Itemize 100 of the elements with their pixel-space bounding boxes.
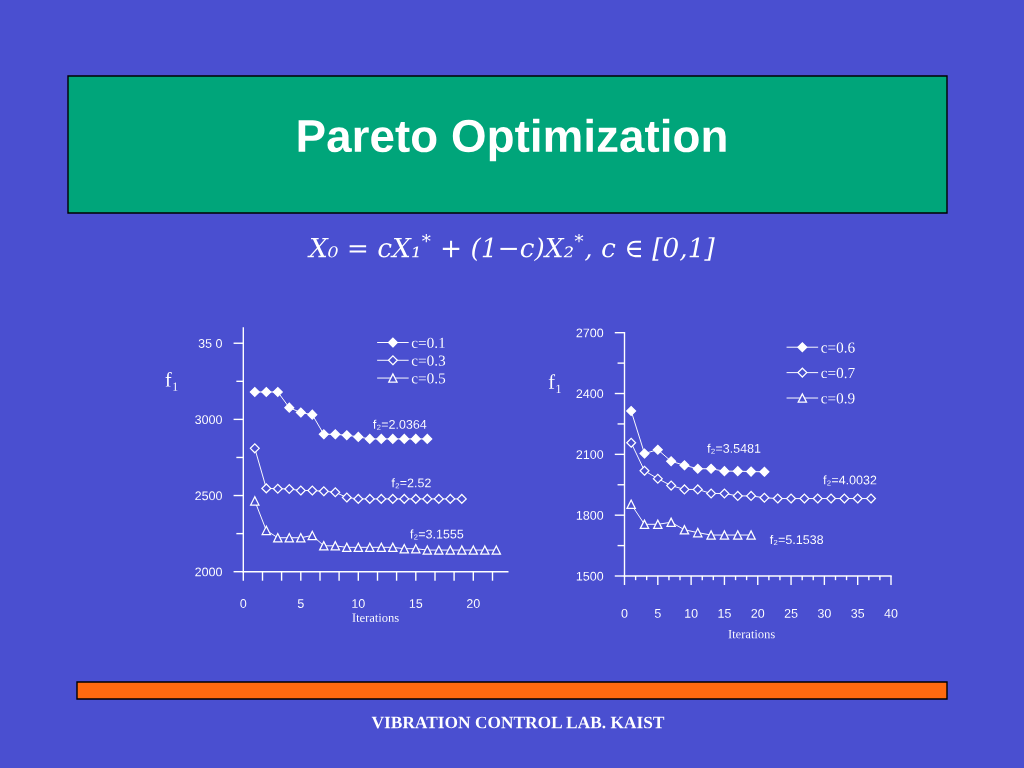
point	[719, 488, 730, 499]
point	[456, 493, 467, 504]
point	[692, 463, 703, 474]
point	[434, 545, 444, 555]
point	[261, 483, 272, 494]
x-axis-title: Iterations	[352, 613, 399, 622]
point	[445, 545, 456, 555]
point	[319, 541, 329, 551]
point	[666, 480, 677, 491]
y-axis-title: f₁	[165, 371, 178, 391]
chart-subtitle: X₀ = cX₁$^{*}$ + (1−c)X₂$^{*}$, c ∈ [0,1]	[307, 233, 715, 262]
x-tick-label: 5	[654, 609, 661, 618]
annotation: f₂=2.52	[391, 478, 431, 489]
point	[852, 493, 863, 504]
point	[812, 493, 823, 504]
point	[746, 530, 756, 540]
point	[399, 433, 410, 444]
point	[468, 545, 479, 555]
point	[746, 466, 757, 477]
x-tick-label: 20	[751, 608, 765, 618]
x-tick-label: 40	[884, 608, 898, 618]
point	[261, 386, 272, 398]
point	[732, 466, 743, 477]
point	[692, 484, 703, 495]
point	[639, 448, 650, 459]
point	[639, 519, 650, 530]
point	[296, 532, 306, 543]
point	[626, 405, 637, 417]
point	[272, 483, 283, 494]
y-tick-label: 1800	[576, 510, 604, 520]
point	[706, 463, 717, 474]
point	[318, 486, 329, 497]
point	[706, 488, 717, 499]
point	[746, 490, 757, 501]
legend-label: c=0.6	[821, 342, 855, 353]
point	[330, 541, 341, 551]
point	[759, 466, 770, 477]
point	[732, 490, 743, 501]
text: VIBRATION CONTROL LAB. KAIST	[371, 716, 665, 729]
point	[284, 402, 295, 413]
point	[249, 386, 260, 398]
point	[307, 409, 318, 420]
x-tick-label: 0	[621, 608, 628, 618]
x-tick-label: 5	[297, 599, 304, 608]
legend-label: c=0.5	[411, 373, 446, 384]
legend-label: c=0.1	[411, 337, 445, 349]
point	[653, 519, 663, 530]
point	[295, 407, 306, 418]
point	[376, 493, 387, 504]
point	[364, 493, 375, 504]
point	[422, 433, 433, 444]
point	[480, 545, 490, 555]
point	[284, 532, 295, 543]
x-tick-label: 20	[466, 599, 480, 608]
point	[679, 484, 690, 495]
point	[284, 483, 295, 495]
point	[422, 493, 433, 504]
point	[273, 532, 283, 543]
point	[799, 493, 810, 504]
point	[353, 431, 364, 442]
point	[387, 493, 398, 504]
point	[388, 542, 398, 553]
point	[652, 444, 663, 455]
point	[839, 493, 850, 504]
point	[491, 545, 502, 555]
point	[341, 492, 352, 503]
x-tick-label: 25	[784, 608, 798, 618]
y-tick-label: 2500	[195, 491, 222, 501]
x-tick-label: 15	[718, 609, 731, 618]
legend-label: c=0.3	[411, 355, 446, 366]
point	[759, 492, 770, 503]
point	[307, 530, 318, 541]
x-tick-label: 10	[352, 599, 365, 608]
legend-label: c=0.9	[821, 393, 855, 404]
point	[364, 433, 375, 444]
point	[249, 443, 260, 454]
annotation: f₂=3.5481	[707, 443, 761, 454]
point	[410, 433, 421, 444]
point	[865, 493, 877, 504]
point	[457, 545, 467, 555]
point	[342, 542, 352, 553]
point	[666, 456, 677, 467]
point	[706, 530, 716, 540]
y-tick-label: 2100	[576, 450, 604, 459]
point	[387, 433, 398, 444]
point	[692, 527, 703, 538]
point	[341, 430, 352, 441]
point	[422, 545, 433, 555]
point	[399, 493, 410, 504]
annotation: f₂=2.0364	[373, 419, 427, 430]
point	[376, 433, 387, 444]
point	[626, 499, 636, 510]
point	[719, 466, 730, 477]
x-tick-label: 30	[817, 608, 831, 618]
x-tick-label: 35	[851, 608, 865, 618]
point	[272, 386, 283, 398]
point	[679, 524, 690, 535]
x-axis-title: Iterations	[728, 629, 775, 639]
point	[376, 542, 387, 553]
x-tick-label: 0	[240, 599, 247, 608]
